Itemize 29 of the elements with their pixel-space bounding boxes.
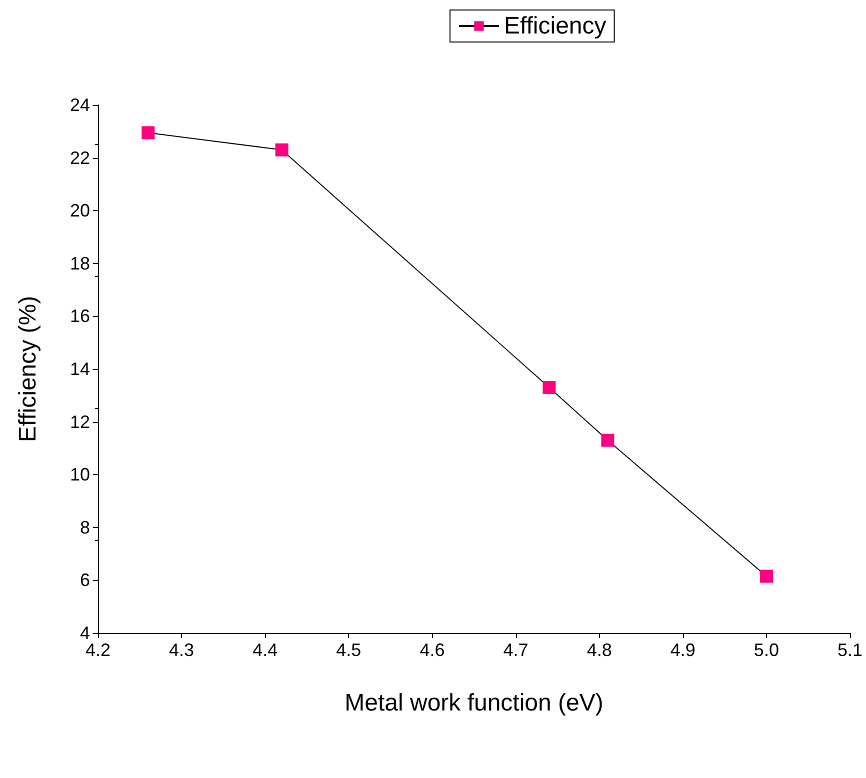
- point: [542, 380, 556, 394]
- legend-label: Efficiency: [504, 12, 606, 40]
- point: [275, 143, 288, 156]
- point: [601, 434, 614, 447]
- y-tick-label: 22: [70, 148, 90, 168]
- y-tick-label: 8: [80, 517, 90, 538]
- x-tick-label: 4.8: [586, 640, 612, 660]
- x-tick-label: 4.9: [670, 640, 696, 660]
- y-tick-label: 24: [70, 95, 90, 115]
- x-tick-label: 4.2: [85, 640, 111, 660]
- y-tick-label: 4: [80, 623, 90, 643]
- x-tick-label: 4.6: [420, 640, 445, 660]
- x-tick-label: 4.3: [169, 640, 194, 660]
- point: [760, 570, 773, 583]
- y-axis-title: Efficiency (%): [14, 296, 42, 442]
- x-tick-label: 5.1: [837, 640, 863, 660]
- y-tick-label: 16: [70, 306, 90, 326]
- x-tick-label: 4.4: [252, 640, 278, 660]
- y-tick-label: 20: [70, 200, 90, 221]
- y-tick-label: 6: [80, 570, 90, 590]
- y-tick-label: 14: [70, 359, 90, 379]
- x-tick-label: 5.0: [754, 640, 779, 660]
- x-axis-title: Metal work function (eV): [344, 690, 604, 716]
- y-tick-label: 12: [70, 412, 90, 432]
- point: [142, 126, 155, 140]
- y-tick-label: 10: [70, 464, 90, 485]
- x-tick-label: 4.7: [503, 640, 528, 660]
- y-tick-label: 18: [70, 253, 90, 274]
- x-tick-label: 4.5: [336, 640, 362, 660]
